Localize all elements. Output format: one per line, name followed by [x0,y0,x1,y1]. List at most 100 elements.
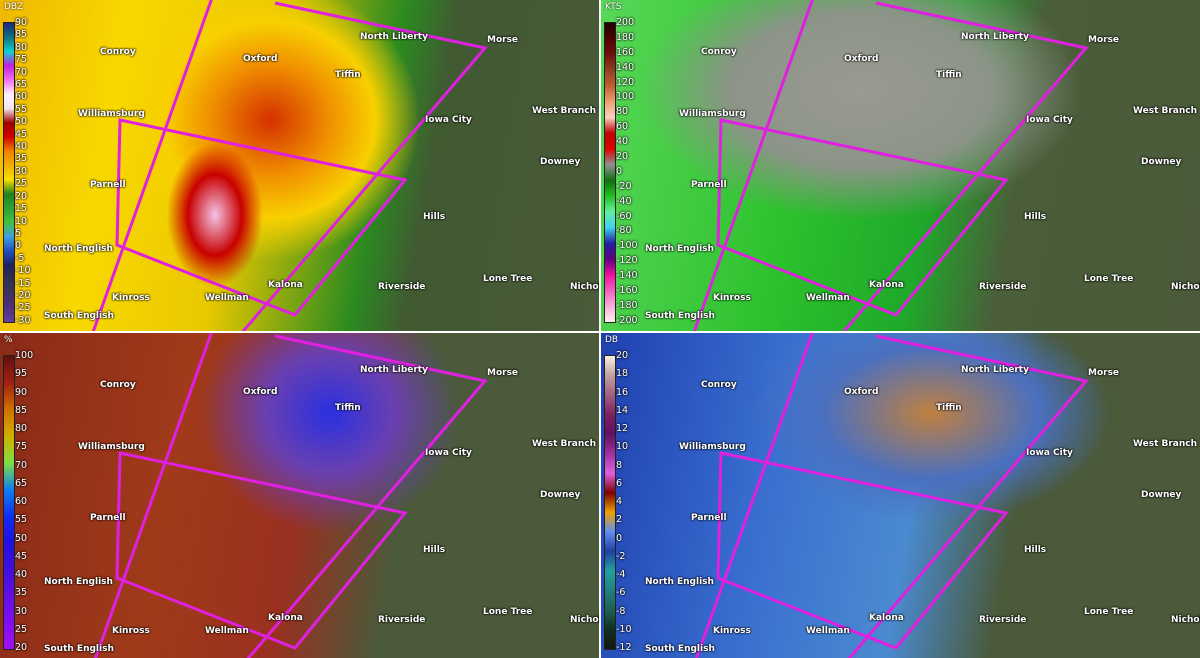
colorbar-tick: 25 [15,623,28,635]
town-label: Iowa City [1026,448,1073,458]
colorbar-unit: % [4,335,13,345]
town-label: West Branch [532,106,597,116]
tornado-warning-polygon[interactable] [716,451,1009,650]
colorbar-tick: -180 [616,299,638,311]
town-label: Lone Tree [1084,607,1134,617]
colorbar-tick: 20 [616,151,629,163]
town-label: South English [44,311,114,321]
tornado-warning-polygon[interactable] [115,451,408,650]
colorbar-tick: 160 [616,46,635,58]
colorbar-tick: 30 [15,605,28,617]
town-label: Nichols [1171,615,1200,625]
town-label: Tiffin [936,403,962,413]
colorbar-tick: -30 [15,314,31,326]
correlation-coefficient-panel[interactable]: Conroy Oxford North Liberty Morse Tiffin West… [0,333,599,658]
differential-reflectivity-panel[interactable]: Conroy Oxford North Liberty Morse Tiffin West… [601,333,1200,658]
town-label: Morse [1088,35,1120,45]
town-label: Riverside [979,282,1027,292]
colorbar-tick: 70 [15,459,28,471]
colorbar-scale: 100 95 90 85 80 75 70 65 60 55 50 45 40 35 30 25 20 [15,350,33,653]
colorbar-tick: 8 [616,459,623,471]
warning-polygons [92,333,488,658]
town-label: Hills [1024,545,1047,555]
tornado-warning-polygon[interactable] [240,334,488,658]
town-label: Kinross [112,626,150,636]
tornado-warning-polygon[interactable] [716,118,1009,317]
tornado-warning-polygon[interactable] [91,0,213,331]
tornado-warning-polygon[interactable] [693,333,814,658]
tornado-warning-polygon[interactable] [115,118,408,317]
town-label: Downey [540,157,581,167]
town-label: South English [645,644,715,654]
colorbar-tick: 6 [616,477,623,489]
velocity-panel[interactable]: Conroy Oxford North Liberty Morse Tiffin West… [601,0,1200,331]
colorbar-tick: -5 [15,252,25,264]
town-label: Kalona [869,280,904,290]
colorbar-tick: -12 [616,642,632,653]
colorbar-tick: 90 [15,386,28,398]
colorbar-tick: 30 [15,165,28,177]
town-label: Conroy [100,380,136,390]
town-label: Downey [1141,490,1182,500]
colorbar [3,22,15,323]
tornado-warning-polygon[interactable] [692,0,814,331]
town-label: Williamsburg [679,442,746,452]
town-label: North English [44,577,113,587]
town-label: Conroy [701,47,737,57]
reflectivity-panel[interactable]: Conroy Oxford North Liberty Morse Tiffin West… [0,0,599,331]
colorbar-tick: 60 [15,91,28,103]
colorbar-tick: 40 [15,569,28,580]
colorbar-tick: 18 [616,368,629,380]
town-label: Morse [487,35,519,45]
town-label: Downey [1141,157,1182,167]
tornado-warning-polygon[interactable] [841,334,1089,658]
colorbar-unit: DBZ [4,2,24,12]
tornado-warning-polygon[interactable] [92,333,213,658]
colorbar-tick: -10 [15,265,31,277]
colorbar-scale: 200 180 160 140 120 100 80 60 40 20 0 -20 -40 -60 -80-… [616,17,638,326]
town-label: Hills [423,212,446,222]
town-label: Williamsburg [78,442,145,452]
town-label: Nichols [1171,282,1200,292]
colorbar-tick: 45 [15,128,28,140]
colorbar-tick: 55 [15,103,28,115]
colorbar-tick: 85 [15,404,28,416]
colorbar-tick: 140 [616,61,635,73]
town-label: Nichols [570,282,599,292]
colorbar-scale: 90 85 80 75 70 65 60 55 50 45 40 35 30 25 20 15 10 5 0 -5 -1… [15,17,31,326]
colorbar-tick: -200 [616,314,638,326]
town-label: Kinross [112,293,150,303]
town-label: North English [645,577,714,587]
warning-polygons [91,0,488,331]
colorbar-tick: 45 [15,550,28,562]
colorbar-tick: 80 [616,106,629,118]
colorbar-tick: 50 [15,532,28,544]
colorbar-tick: -10 [616,623,632,635]
town-label: Nichols [570,615,599,625]
colorbar-tick: 14 [616,404,629,416]
town-label: Riverside [979,615,1027,625]
colorbar-tick: 5 [15,227,22,239]
town-label: Oxford [844,54,879,64]
colorbar-tick: 4 [616,496,623,507]
colorbar-tick: 16 [616,386,629,398]
colorbar-scale: 20 18 16 14 12 10 8 6 4 2 0 -2 -4 -6 -8 -10 -12 [616,350,632,653]
colorbar-tick: -2 [616,550,626,562]
town-label: Oxford [844,387,879,397]
colorbar-tick: 10 [616,441,629,453]
town-label: Lone Tree [483,274,533,284]
colorbar-tick: 200 [616,17,635,28]
colorbar-tick: 20 [15,190,28,202]
tornado-warning-polygon[interactable] [240,1,488,331]
colorbar-tick: 40 [15,141,28,153]
colorbar-tick: -25 [15,302,31,314]
colorbar-tick: 50 [15,116,28,128]
town-label: North Liberty [961,365,1029,375]
colorbar-tick: 15 [15,203,28,215]
tornado-warning-polygon[interactable] [841,1,1089,331]
colorbar-tick: 80 [15,41,28,53]
colorbar [604,22,616,323]
town-label: North Liberty [961,32,1029,42]
colorbar [3,355,15,650]
colorbar-tick: 40 [616,136,629,148]
